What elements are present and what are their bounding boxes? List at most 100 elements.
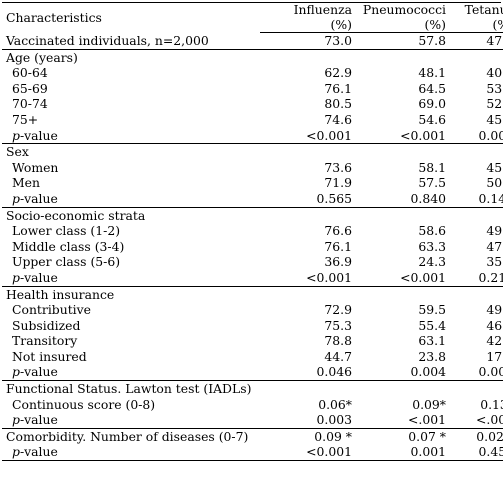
cell-pneumococci: 59.5 <box>418 302 446 318</box>
table-row: Men 71.9 57.5 50.4 <box>2 175 503 191</box>
section-title-row: Functional Status. Lawton test (IADLs) <box>2 381 503 397</box>
pvalue-row: p-value <0.001 <0.001 0.008 <box>2 127 503 145</box>
cell-tetanus: <.001 <box>450 412 503 429</box>
pvalue-p: p <box>12 444 20 460</box>
cell-pneumococci: 69.0 <box>418 96 446 112</box>
row-label: Lower class (1-2) <box>12 223 121 239</box>
cell-tetanus: 45.9 <box>486 159 503 175</box>
cell-influenza: <0.001 <box>260 444 356 462</box>
cell-pneumococci: 0.09* <box>412 396 446 412</box>
cell-influenza: 0.046 <box>260 364 356 382</box>
cell-tetanus: 0.008 <box>450 127 503 145</box>
section-title-insurance: Health insurance <box>6 286 115 302</box>
section-title-functional: Functional Status. Lawton test (IADLs) <box>6 381 252 397</box>
row-label: Middle class (3-4) <box>12 238 125 254</box>
section-title-sex: Sex <box>6 144 29 160</box>
pvalue-label: p-value <box>2 444 260 462</box>
pvalue-row: p-value <0.001 0.001 0.454 <box>2 444 503 462</box>
pvalue-suffix: -value <box>19 444 58 460</box>
pvalue-suffix: -value <box>19 364 58 380</box>
cell-tetanus: 53.9 <box>486 80 503 96</box>
cell-tetanus: 0.144 <box>450 190 503 208</box>
cell-pneumococci: 23.8 <box>418 348 446 364</box>
cell-influenza: 73.6 <box>324 159 352 175</box>
cell-influenza: 76.6 <box>324 223 352 239</box>
cell-tetanus: 49.1 <box>486 302 503 318</box>
pvalue-label: p-value <box>2 269 260 287</box>
cell-influenza: 0.09 * <box>314 428 352 444</box>
cell-influenza: 0.003 <box>260 412 356 429</box>
cell-tetanus: 0.007 <box>450 364 503 382</box>
cell-influenza: 76.1 <box>324 238 352 254</box>
pvalue-p: p <box>12 127 20 143</box>
table-row: Comorbidity. Number of diseases (0-7) 0.… <box>2 428 503 444</box>
pvalue-suffix: -value <box>19 269 58 285</box>
table-row: Middle class (3-4) 76.1 63.3 47.9 <box>2 239 503 255</box>
cell-influenza: <0.001 <box>260 127 356 145</box>
cell-tetanus: 17.9 <box>486 348 503 364</box>
row-label: Contributive <box>12 302 91 318</box>
pvalue-label: p-value <box>2 364 260 382</box>
cell-pneumococci: 0.07 * <box>408 428 446 444</box>
cell-influenza: 74.6 <box>324 111 352 127</box>
vaccination-coverage-table: Characteristics Influenza Pneumococci Te… <box>2 2 503 462</box>
cell-influenza: 0.565 <box>260 190 356 208</box>
cell-tetanus: 0.02 * <box>476 428 503 444</box>
cell-tetanus: 45.9 <box>486 111 503 127</box>
cell-tetanus: 46.1 <box>486 317 503 333</box>
cell-pneumococci: 57.5 <box>418 175 446 191</box>
pvalue-suffix: -value <box>19 127 58 143</box>
section-title-comorbidity: Comorbidity. Number of diseases (0-7) <box>6 428 249 444</box>
pvalue-p: p <box>12 190 20 206</box>
table-row: Upper class (5-6) 36.9 24.3 35.6 <box>2 254 503 270</box>
header-influenza: Influenza <box>293 2 352 17</box>
cell-pneumococci: 58.6 <box>418 223 446 239</box>
cell-influenza: 0.06* <box>318 396 352 412</box>
cell-pneumococci: 0.840 <box>356 190 450 208</box>
cell-pneumococci: <0.001 <box>356 269 450 287</box>
section-title-row: Health insurance <box>2 286 503 302</box>
row-label: Vaccinated individuals, n=2,000 <box>2 32 260 50</box>
cell-pneumococci: 63.1 <box>418 333 446 349</box>
header-characteristics: Characteristics <box>6 9 102 25</box>
row-label: Continuous score (0-8) <box>12 396 156 412</box>
row-label: Women <box>12 159 59 175</box>
cell-tetanus: 47.6 <box>450 32 503 50</box>
table-row: Lower class (1-2) 76.6 58.6 49.4 <box>2 223 503 239</box>
table-row: 60-64 62.9 48.1 40.6 <box>2 65 503 81</box>
section-title-age: Age (years) <box>6 49 78 65</box>
cell-tetanus: 0.211 <box>450 269 503 287</box>
row-label: Not insured <box>12 348 87 364</box>
header-unit-row: (%) (%) (%) <box>2 17 503 33</box>
pvalue-suffix: -value <box>19 412 58 428</box>
header-unit-pneumococci: (%) <box>356 17 450 33</box>
cell-pneumococci: 57.8 <box>356 32 450 50</box>
header-tetanus: Tetanus <box>464 2 503 17</box>
cell-pneumococci: 54.6 <box>418 111 446 127</box>
row-label: Transitory <box>12 333 78 349</box>
cell-pneumococci: 0.001 <box>356 444 450 462</box>
table-row: 75+ 74.6 54.6 45.9 <box>2 112 503 128</box>
header-unit-tetanus: (%) <box>450 17 503 33</box>
cell-influenza: 75.3 <box>324 317 352 333</box>
pvalue-p: p <box>12 364 20 380</box>
cell-pneumococci: 0.004 <box>356 364 450 382</box>
cell-pneumococci: 24.3 <box>418 254 446 270</box>
section-title-row: Socio-economic strata <box>2 207 503 223</box>
cell-tetanus: 35.6 <box>486 254 503 270</box>
table-row: Vaccinated individuals, n=2,000 73.0 57.… <box>2 32 503 50</box>
cell-influenza: 73.0 <box>260 32 356 50</box>
cell-pneumococci: 48.1 <box>418 65 446 81</box>
pvalue-label: p-value <box>2 127 260 145</box>
cell-tetanus: 0.454 <box>450 444 503 462</box>
row-label: Men <box>12 175 40 191</box>
pvalue-label: p-value <box>2 412 260 429</box>
cell-influenza: 80.5 <box>324 96 352 112</box>
table-row: Not insured 44.7 23.8 17.9 <box>2 349 503 365</box>
table-row: Transitory 78.8 63.1 42.1 <box>2 333 503 349</box>
row-label: 65-69 <box>12 80 48 96</box>
cell-pneumococci: 58.1 <box>418 159 446 175</box>
table-row: Women 73.6 58.1 45.9 <box>2 160 503 176</box>
table-top-rule <box>2 2 501 3</box>
